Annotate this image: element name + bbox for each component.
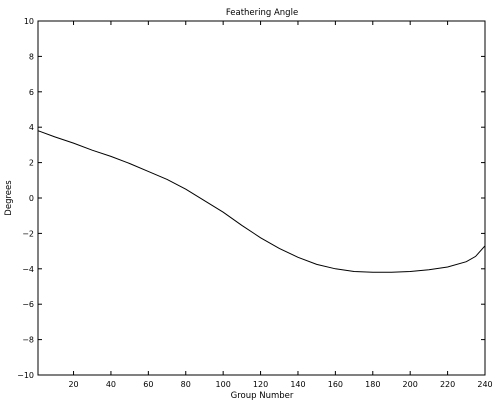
y-tick-label: 6 (29, 88, 34, 97)
y-tick-label: −8 (22, 336, 34, 345)
y-tick-label: −6 (22, 300, 34, 309)
x-tick-label: 120 (253, 380, 268, 389)
x-tick-label: 180 (365, 380, 380, 389)
series-line (37, 130, 486, 273)
y-axis-title: Degrees (4, 180, 14, 216)
y-tick-label: −2 (22, 229, 34, 238)
x-tick-label: 20 (68, 380, 78, 389)
x-tick-label: 240 (477, 380, 492, 389)
y-tick-label: 4 (29, 123, 34, 132)
x-tick-label: 220 (440, 380, 455, 389)
chart-title: Feathering Angle (226, 8, 298, 18)
y-tick-label: −4 (22, 265, 34, 274)
x-tick-label: 80 (181, 380, 191, 389)
x-axis: 20 40 60 80 100 120 140 160 180 200 220 240 (68, 21, 493, 389)
x-tick-label: 200 (403, 380, 418, 389)
x-tick-label: 40 (106, 380, 116, 389)
y-tick-label: 2 (29, 159, 34, 168)
x-tick-label: 140 (290, 380, 305, 389)
x-tick-label: 160 (328, 380, 343, 389)
y-tick-label: −10 (17, 371, 34, 380)
series-layer (37, 130, 486, 273)
y-tick-label: 0 (29, 194, 34, 203)
x-axis-title: Group Number (231, 391, 294, 401)
y-tick-label: 10 (24, 17, 34, 26)
x-tick-label: 100 (216, 380, 231, 389)
y-axis: 10 8 6 4 2 0 −2 −4 −6 −8 −10 (17, 17, 485, 380)
y-tick-label: 8 (29, 52, 34, 61)
x-tick-label: 60 (143, 380, 153, 389)
